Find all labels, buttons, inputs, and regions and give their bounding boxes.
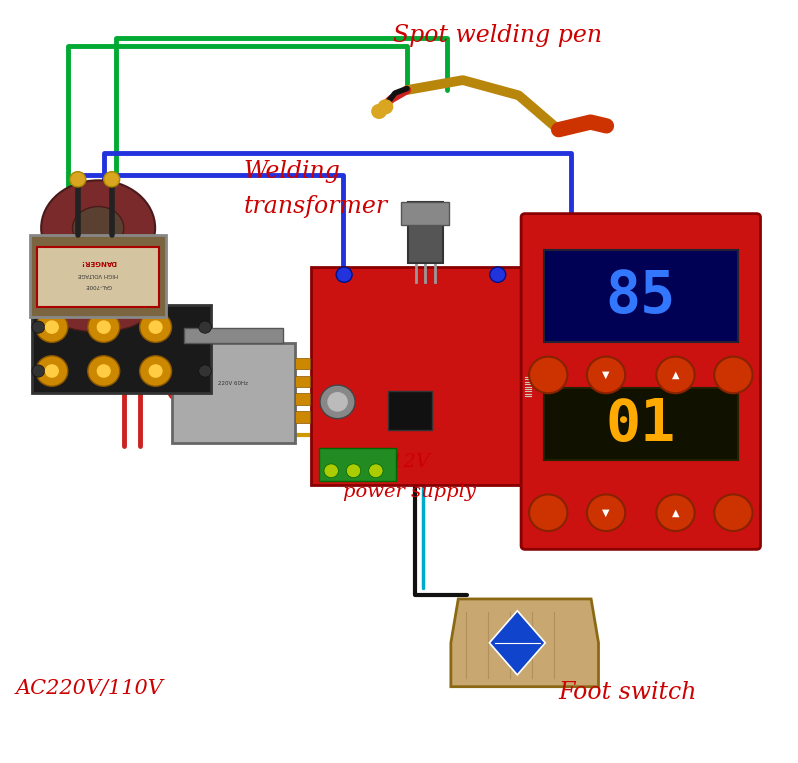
FancyBboxPatch shape [525,376,531,398]
FancyBboxPatch shape [408,202,443,263]
Circle shape [140,312,172,343]
Text: ▲: ▲ [672,507,679,518]
Text: Foot switch: Foot switch [559,681,697,704]
Text: ▲: ▲ [672,370,679,380]
Circle shape [104,172,120,187]
Text: Welding: Welding [243,160,340,183]
FancyBboxPatch shape [388,391,432,430]
Circle shape [490,267,506,282]
FancyBboxPatch shape [295,411,310,423]
Circle shape [529,494,567,531]
Text: ▼: ▼ [602,370,610,380]
Circle shape [45,365,58,377]
Text: GAL-700E: GAL-700E [85,284,112,288]
FancyBboxPatch shape [295,394,310,405]
Circle shape [32,321,45,333]
FancyBboxPatch shape [543,250,738,342]
Text: ▼: ▼ [602,507,610,518]
Text: transformer: transformer [243,195,388,217]
Text: AC220V/110V: AC220V/110V [16,679,164,697]
Circle shape [199,365,211,377]
Text: 220V 60Hz: 220V 60Hz [219,381,248,385]
Polygon shape [451,599,598,687]
Circle shape [346,464,361,478]
FancyBboxPatch shape [543,388,738,460]
FancyBboxPatch shape [32,305,211,393]
Circle shape [378,100,393,114]
Circle shape [656,494,694,531]
FancyBboxPatch shape [521,214,760,549]
Circle shape [372,105,386,118]
FancyBboxPatch shape [295,358,310,369]
Circle shape [324,464,338,478]
Ellipse shape [41,180,155,275]
Circle shape [97,365,110,377]
Circle shape [328,393,347,411]
Circle shape [36,312,68,343]
Text: power supply: power supply [343,483,476,501]
FancyBboxPatch shape [401,202,449,225]
Text: HIGH VOLTAGE: HIGH VOLTAGE [78,272,118,276]
Ellipse shape [49,294,147,332]
Circle shape [88,356,120,386]
Circle shape [336,267,352,282]
Circle shape [656,356,694,393]
Circle shape [369,464,383,478]
FancyBboxPatch shape [311,267,531,485]
Text: Spot welding pen: Spot welding pen [393,24,602,47]
Circle shape [149,365,162,377]
FancyBboxPatch shape [30,236,166,317]
Circle shape [714,356,753,393]
Circle shape [587,494,626,531]
FancyBboxPatch shape [172,343,295,443]
Text: 85: 85 [606,268,676,325]
Text: 01: 01 [606,396,676,452]
FancyBboxPatch shape [184,328,282,343]
Circle shape [149,321,162,333]
Circle shape [97,321,110,333]
Circle shape [140,356,172,386]
Circle shape [529,356,567,393]
Polygon shape [489,610,545,675]
Circle shape [587,356,626,393]
Circle shape [70,172,86,187]
Text: Controller: Controller [579,263,702,286]
FancyBboxPatch shape [295,375,310,387]
Circle shape [45,321,58,333]
Circle shape [714,494,753,531]
Circle shape [320,385,355,419]
Circle shape [88,312,120,343]
Circle shape [32,365,45,377]
Text: AC9-12V: AC9-12V [343,452,430,471]
FancyBboxPatch shape [319,448,396,481]
FancyBboxPatch shape [37,247,160,307]
Ellipse shape [73,207,124,250]
Circle shape [36,356,68,386]
Circle shape [199,321,211,333]
Text: DANGER!: DANGER! [80,259,117,266]
